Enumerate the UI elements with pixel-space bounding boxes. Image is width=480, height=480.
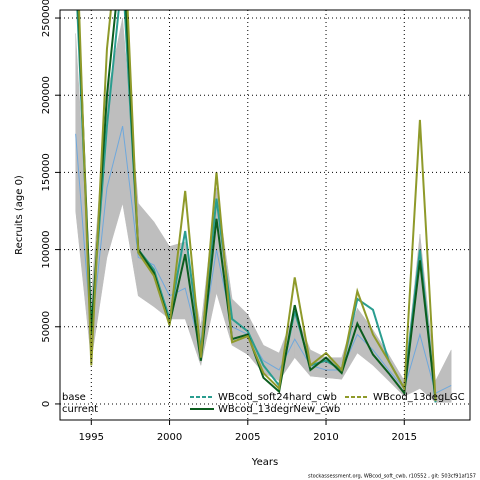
footer: stockassessment.org, WBcod_soft_cwb, r10…: [308, 474, 476, 480]
x-tick-label: 2005: [235, 432, 260, 443]
x-tick-label: 1995: [79, 432, 104, 443]
plot-area: [75, 10, 452, 403]
y-tick-label: 100000: [41, 230, 52, 268]
x-tick-label: 2010: [313, 432, 338, 443]
plot-frame: [59, 9, 471, 421]
y-tick-label: 0: [41, 401, 52, 407]
confidence-band: [231, 298, 249, 355]
legend-current: current: [62, 404, 98, 415]
base-line: [75, 125, 452, 394]
x-axis-label: Years: [251, 457, 278, 468]
legend-label: WBcod_soft24hard_cwb: [218, 392, 337, 403]
x-tick-label: 2015: [392, 432, 417, 443]
y-tick-label: 250000: [41, 0, 52, 37]
x-tick-label: 2000: [157, 432, 182, 443]
y-tick-label: 150000: [41, 153, 52, 191]
y-tick-label: 50000: [41, 311, 52, 343]
legend-label: WBcod_13degrNew_cwb: [218, 404, 340, 415]
y-axis-label: Recruits (age 0): [14, 175, 25, 255]
legend-base: base: [62, 392, 86, 403]
legend-label: WBcod_13degLGC: [373, 392, 465, 403]
series-line: [78, 10, 437, 401]
y-tick-label: 200000: [41, 76, 52, 114]
